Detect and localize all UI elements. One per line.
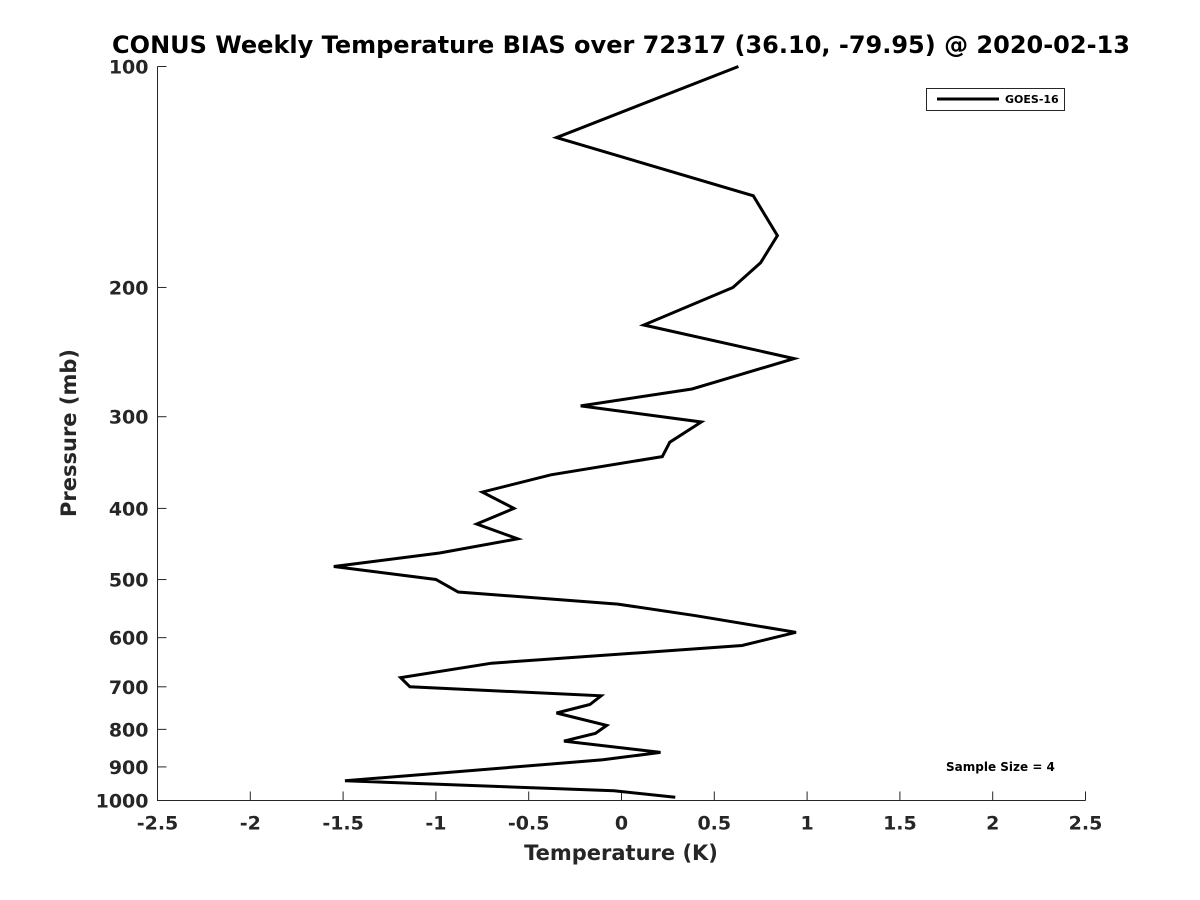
x-tick-label: 1 [800, 813, 813, 835]
plot-area: -2.5 -2 -1.5 -1 -0.5 0 0.5 1 1.5 2 2.5 100 200 300 40… [96, 57, 1103, 835]
y-tick-label: 1000 [96, 791, 149, 813]
legend: GOES-16 [926, 88, 1065, 111]
y-axis-label: Pressure (mb) [57, 349, 81, 517]
legend-label-goes-16: GOES-16 [1005, 93, 1059, 106]
y-tick-label: 300 [109, 407, 149, 429]
x-tick-label: -1 [425, 813, 446, 835]
x-tick-label: -1.5 [322, 813, 364, 835]
y-tick-label: 400 [109, 498, 149, 520]
y-tick-label: 600 [109, 628, 149, 650]
series-line-goes-16 [333, 65, 801, 799]
y-tick-label: 800 [109, 719, 149, 741]
x-tick-label: -2.5 [137, 813, 179, 835]
x-tick-label: 0 [615, 813, 628, 835]
x-tick-label: 2.5 [1069, 813, 1103, 835]
x-tick-label: -0.5 [508, 813, 550, 835]
y-tick-label: 100 [109, 57, 149, 79]
chart-title: CONUS Weekly Temperature BIAS over 72317… [112, 31, 1130, 59]
x-tick-label: 0.5 [697, 813, 731, 835]
sample-size-annotation: Sample Size = 4 [946, 760, 1055, 774]
y-axis: 100 200 300 400 500 600 700 800 900 1000 [96, 57, 167, 813]
x-axis: -2.5 -2 -1.5 -1 -0.5 0 0.5 1 1.5 2 2.5 [137, 791, 1103, 835]
y-tick-label: 500 [109, 570, 149, 592]
y-tick-label: 200 [109, 277, 149, 299]
x-tick-label: 2 [986, 813, 999, 835]
x-tick-label: -2 [240, 813, 261, 835]
x-axis-label: Temperature (K) [524, 841, 718, 865]
y-tick-label: 900 [109, 757, 149, 779]
x-tick-label: 1.5 [883, 813, 917, 835]
y-tick-label: 700 [109, 677, 149, 699]
